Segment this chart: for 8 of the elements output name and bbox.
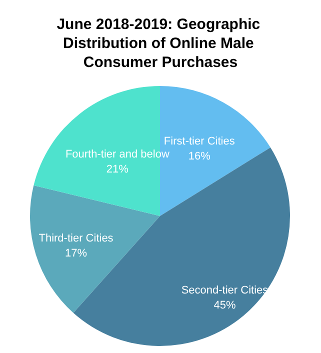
slice-label: First-tier Cities (164, 136, 236, 148)
data-label: 21% (106, 163, 129, 176)
slice-label: Third-tier Cities (38, 232, 114, 244)
slice-label: Fourth-tier and below (65, 148, 170, 160)
chart-title: June 2018-2019: Geographic Distribution of Online Male Consumer Purchases (56, 16, 264, 71)
data-label: 16% (188, 150, 211, 163)
data-label: 17% (65, 247, 88, 260)
data-label: 45% (214, 299, 236, 312)
